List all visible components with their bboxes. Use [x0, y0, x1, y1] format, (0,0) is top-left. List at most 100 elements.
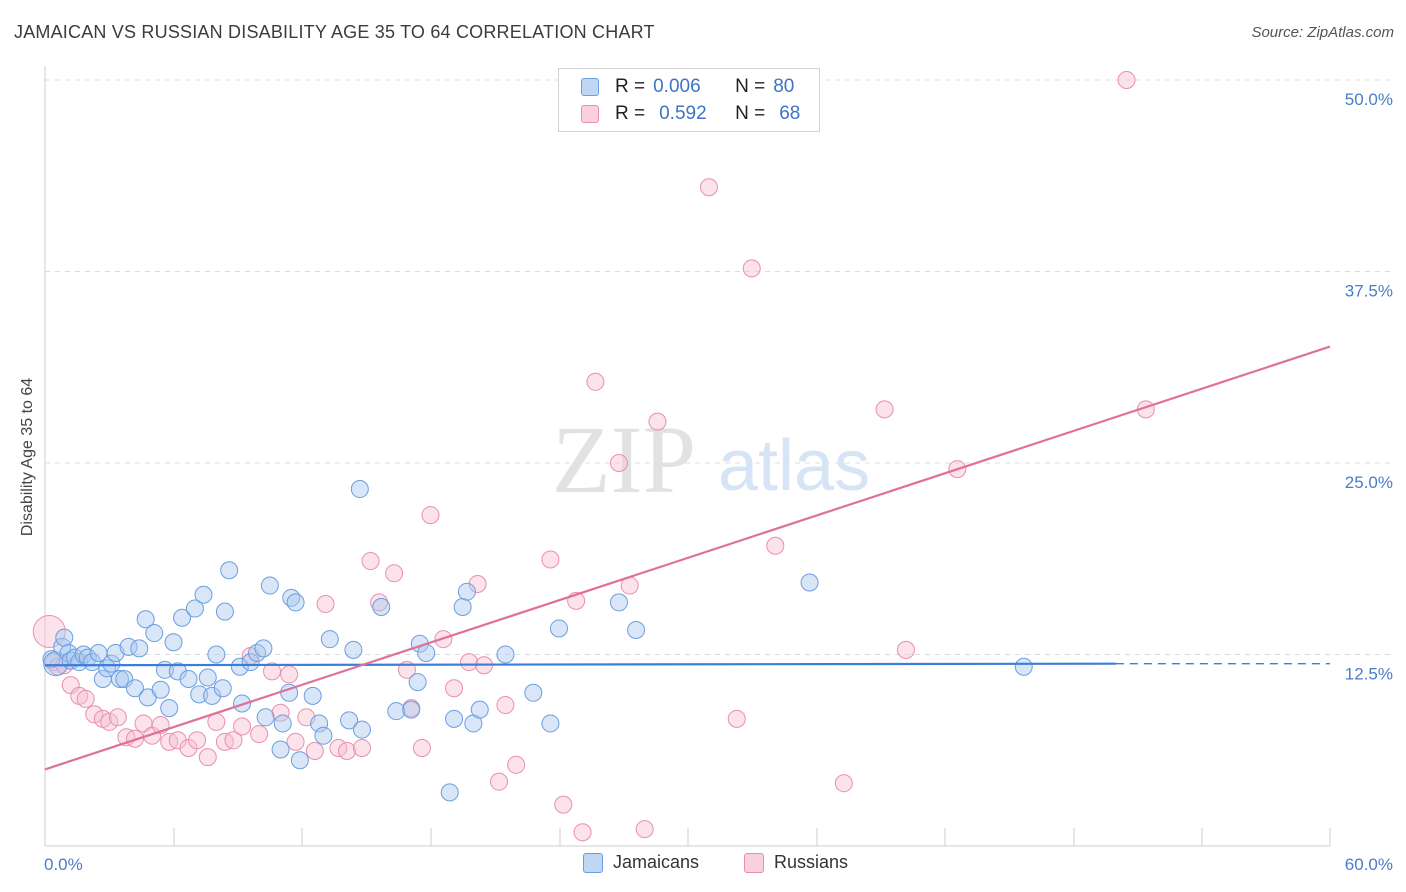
jamaican-point — [609, 593, 628, 612]
jamaicans-r-value: 0.006 — [653, 76, 701, 97]
series-legend: Jamaicans Russians — [0, 852, 1406, 878]
jamaican-point — [303, 686, 322, 705]
russian-point — [250, 725, 269, 744]
russian-point — [496, 696, 515, 715]
jamaican-point — [320, 630, 339, 649]
russian-point — [361, 552, 380, 571]
jamaican-point — [372, 598, 391, 617]
russian-point — [742, 259, 761, 278]
y-tick-label: 25.0% — [1345, 473, 1393, 492]
russians-n-label: N = — [735, 103, 766, 124]
jamaican-point — [164, 633, 183, 652]
jamaican-point — [273, 714, 292, 733]
jamaican-point — [213, 679, 232, 698]
jamaicans-r-label: R = — [615, 76, 646, 97]
jamaican-point — [457, 582, 476, 601]
russian-point — [316, 594, 335, 613]
watermark-zip: ZIP — [552, 406, 696, 513]
russian-point — [352, 738, 371, 757]
russian-point — [573, 823, 592, 842]
jamaican-point — [627, 620, 646, 639]
watermark: ZIP atlas — [552, 406, 870, 513]
russian-point — [305, 742, 324, 761]
russian-point — [766, 536, 785, 555]
russian-point — [635, 820, 654, 839]
russian-point — [233, 717, 252, 736]
jamaican-point — [286, 593, 305, 612]
jamaicans-swatch — [581, 78, 599, 96]
russian-point — [586, 372, 605, 391]
russian-point — [609, 454, 628, 472]
jamaican-point — [408, 673, 427, 692]
legend-item-jamaicans: Jamaicans — [583, 852, 699, 873]
russians-n-value: 68 — [779, 103, 801, 124]
russian-point — [385, 564, 404, 583]
jamaican-point — [260, 576, 279, 595]
jamaican-point — [215, 602, 234, 621]
axes — [44, 66, 1331, 847]
jamaican-point — [524, 683, 543, 702]
russian-point — [445, 679, 464, 698]
jamaican-point — [102, 654, 121, 673]
russian-point — [224, 731, 243, 750]
jamaican-point — [160, 699, 179, 718]
legend-jamaicans-swatch — [583, 852, 603, 873]
russian-point — [188, 731, 207, 750]
jamaican-point — [220, 561, 239, 580]
russian-point — [198, 748, 217, 767]
russian-point — [85, 705, 104, 724]
jamaican-point — [241, 653, 260, 672]
russians-r-value: 0.592 — [659, 103, 707, 124]
russian-point — [76, 689, 95, 708]
jamaican-point — [254, 639, 273, 658]
russian-point — [271, 703, 290, 722]
jamaican-point — [314, 726, 333, 745]
russian-point — [507, 755, 526, 774]
russian-point — [337, 742, 356, 761]
jamaican-point — [130, 639, 149, 658]
russian-point — [460, 653, 479, 672]
jamaican-point — [190, 685, 209, 704]
russian-point — [108, 708, 127, 727]
russian-point — [421, 506, 440, 525]
jamaicans-trend-line — [44, 662, 1116, 667]
jamaican-point — [248, 643, 267, 662]
russian-point — [727, 709, 746, 728]
y-tick-label: 12.5% — [1345, 665, 1393, 684]
legend-jamaicans-label: Jamaicans — [613, 852, 700, 872]
legend-item-russians: Russians — [744, 852, 848, 873]
russian-point — [834, 774, 853, 793]
jamaican-point — [230, 657, 249, 676]
jamaican-point — [110, 670, 129, 689]
jamaican-point — [198, 668, 217, 687]
tick-labels: 12.5% 25.0% 37.5% 50.0% 0.0% 60.0% — [44, 90, 1393, 874]
russian-point — [412, 738, 431, 757]
jamaican-point — [151, 680, 170, 699]
russian-point — [168, 731, 187, 750]
jamaican-points — [42, 480, 1033, 802]
source-label: Source: ZipAtlas.com — [1251, 24, 1394, 41]
jamaican-point — [256, 708, 275, 727]
russian-points — [32, 71, 1155, 842]
x-tick-label-max: 60.0% — [1345, 855, 1393, 874]
jamaican-point — [136, 610, 155, 629]
jamaican-point — [290, 751, 309, 770]
jamaican-point — [352, 720, 371, 739]
jamaican-point — [168, 662, 187, 681]
jamaican-point — [1014, 657, 1033, 676]
russian-point — [699, 178, 718, 197]
y-tick-label: 50.0% — [1345, 90, 1393, 109]
jamaican-point — [350, 480, 369, 499]
jamaican-point — [470, 700, 489, 719]
russian-point — [286, 732, 305, 751]
legend-russians-label: Russians — [774, 852, 849, 872]
jamaican-point — [453, 598, 472, 617]
jamaican-point — [344, 640, 363, 659]
russians-trend-line — [44, 345, 1331, 771]
stats-legend: R = 0.006 N = 80 R = 0.592 N = 68 — [558, 68, 820, 132]
trend-lines — [44, 345, 1331, 771]
jamaican-point — [440, 783, 459, 802]
jamaican-point — [445, 709, 464, 728]
jamaican-point — [541, 714, 560, 733]
grid-lines — [45, 79, 1392, 655]
